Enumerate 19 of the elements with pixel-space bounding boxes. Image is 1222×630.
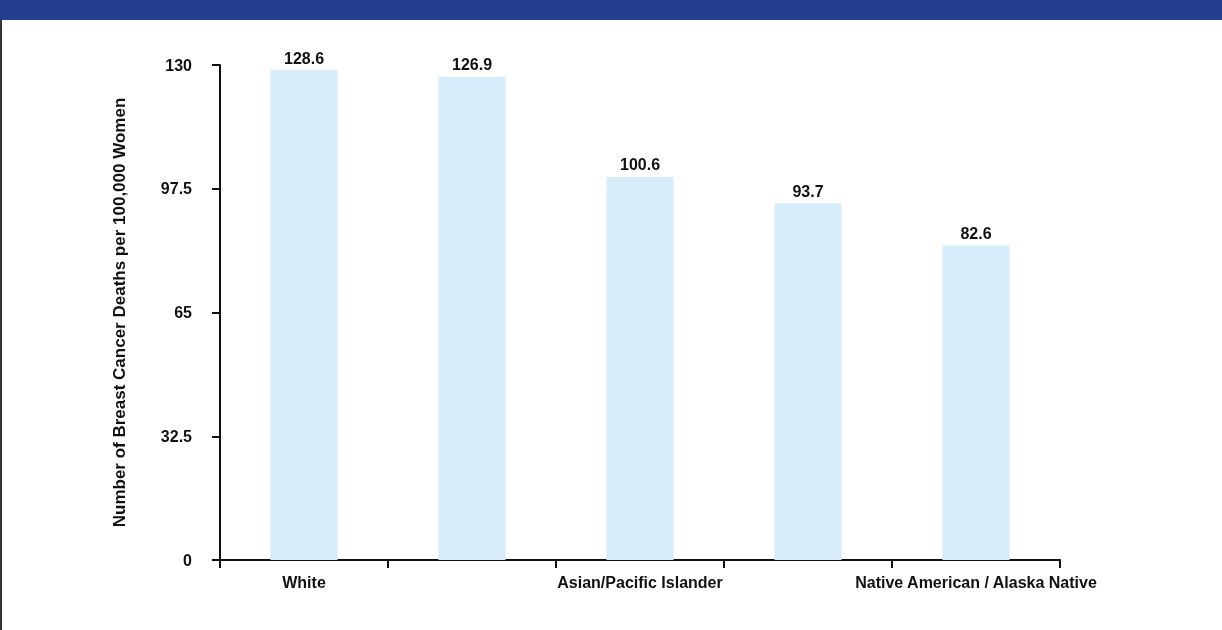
data-label: 126.9 [451, 56, 493, 74]
y-tick-label: 97.5 [160, 180, 193, 198]
data-label: 82.6 [960, 224, 992, 242]
data-label: 93.7 [792, 182, 824, 200]
y-tick-label: 0 [183, 551, 193, 569]
x-tick-label: Native American / Alaska Native [855, 573, 1097, 591]
y-tick-label: 130 [165, 56, 193, 74]
data-label: 100.6 [619, 156, 661, 174]
bar [774, 203, 842, 560]
bar [606, 176, 674, 560]
bar [438, 76, 506, 560]
y-tick-label: 65 [174, 304, 193, 321]
data-label: 128.6 [283, 49, 325, 67]
bar [942, 245, 1010, 560]
x-tick-label: Asian/Pacific Islander [557, 573, 723, 591]
bar [270, 70, 338, 560]
x-tick-label: White [282, 573, 326, 591]
y-tick-label: 32.5 [160, 427, 193, 445]
y-axis-title: Number of Breast Cancer Deaths per 100,000 Women [109, 97, 129, 528]
